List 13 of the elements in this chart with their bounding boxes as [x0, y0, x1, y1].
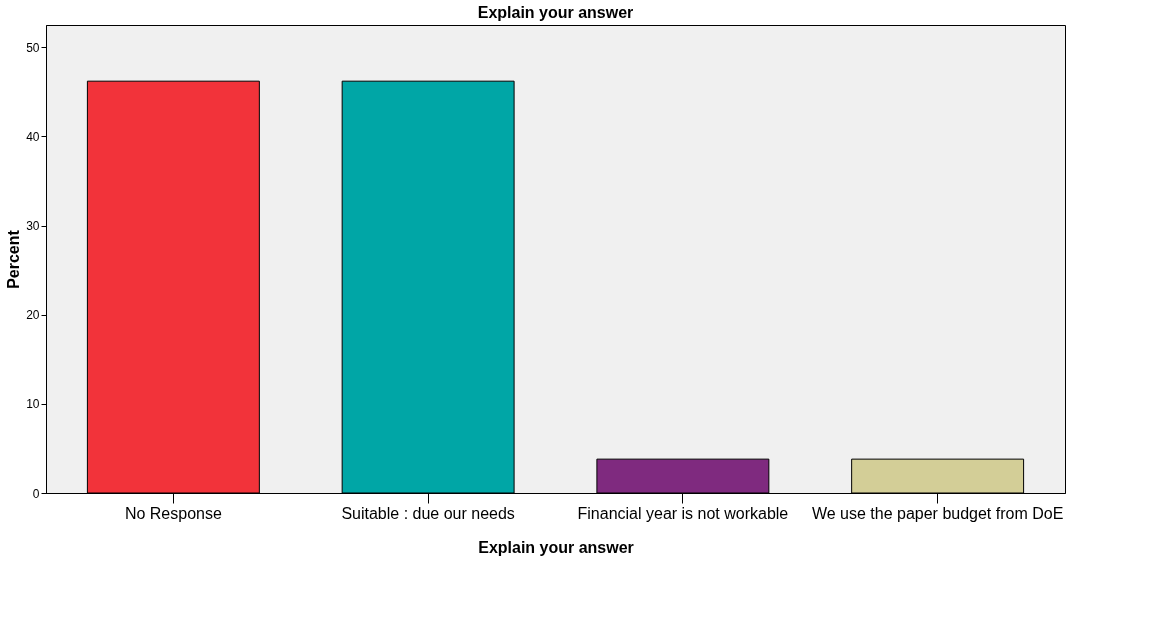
x-axis-title: Explain your answer [478, 538, 634, 556]
y-tick-label: 50 [26, 40, 40, 55]
y-tick-label: 40 [26, 129, 40, 144]
x-tick-label: Financial year is not workable [577, 504, 789, 522]
y-tick-label: 0 [32, 486, 40, 501]
chart-title: Explain your answer [477, 4, 634, 21]
y-axis-title: Percent [5, 229, 23, 289]
x-tick-label: We use the paper budget from DoE [811, 504, 1064, 522]
x-tick-label: No Response [124, 504, 222, 522]
x-tick-label: Suitable : due our needs [341, 504, 515, 522]
y-tick-label: 10 [26, 397, 40, 412]
y-tick-label: 20 [26, 308, 40, 323]
y-tick-label: 30 [26, 219, 40, 234]
